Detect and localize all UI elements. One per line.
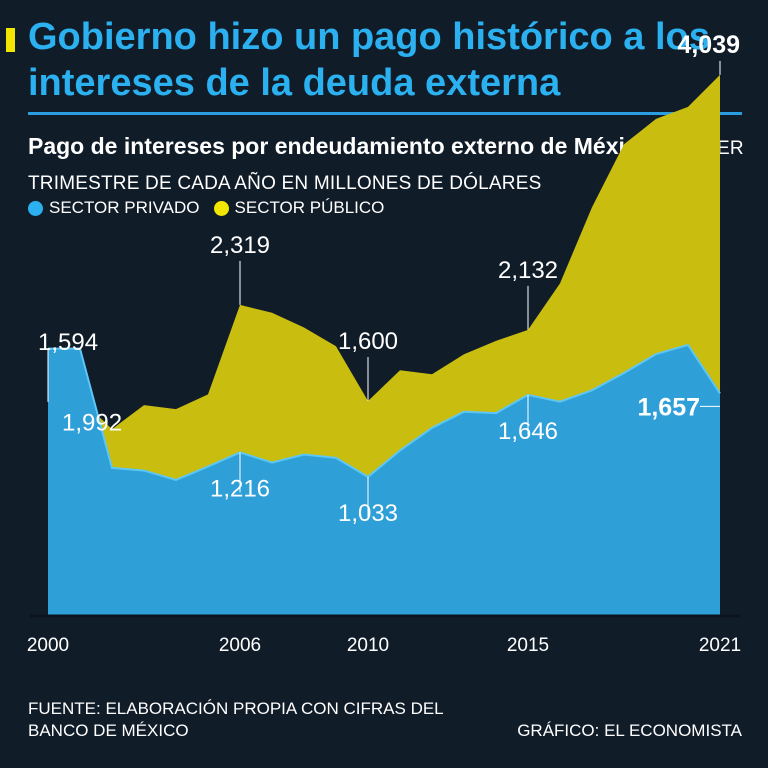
area-private	[48, 344, 720, 615]
data-label-total: 1,594	[38, 329, 98, 356]
data-label-total: 1,600	[338, 328, 398, 355]
legend-item-public: SECTOR PÚBLICO	[213, 198, 385, 218]
legend-dot-public-icon	[213, 200, 229, 216]
line-private	[48, 343, 721, 481]
data-label-private: 1,216	[210, 475, 270, 502]
legend-item-private: SECTOR PRIVADO	[28, 198, 200, 218]
legend: SECTOR PRIVADO SECTOR PÚBLICO	[28, 198, 398, 218]
data-label-private: 1,657	[637, 393, 700, 421]
data-label-total: 2,319	[210, 232, 270, 259]
subtitle-main: Pago de intereses por endeudamiento exte…	[28, 133, 652, 159]
x-tick-label: 2000	[27, 635, 69, 656]
legend-dot-private-icon	[28, 200, 43, 216]
x-tick-label: 2006	[219, 635, 261, 656]
x-tick-label: 2010	[347, 635, 389, 656]
x-tick-label: 2015	[507, 635, 549, 656]
source-note: FUENTE: ELABORACIÓN PROPIA CON CIFRAS DE…	[28, 699, 444, 740]
legend-label-private: SECTOR PRIVADO	[49, 198, 200, 217]
legend-label-public: SECTOR PÚBLICO	[234, 198, 385, 217]
x-tick-label: 2021	[699, 635, 741, 656]
data-label-private: 1,033	[338, 500, 398, 527]
data-label-private: 1,992	[62, 410, 122, 437]
data-label-total: 2,132	[498, 257, 558, 284]
data-label-total: 4,039	[677, 31, 740, 59]
title-divider	[28, 112, 742, 115]
chart-title: Gobierno hizo un pago histórico a los in…	[28, 16, 710, 104]
credit-note: GRÁFICO: EL ECONOMISTA	[517, 721, 742, 740]
title-accent-bar	[6, 28, 15, 52]
data-label-private: 1,646	[498, 418, 558, 445]
